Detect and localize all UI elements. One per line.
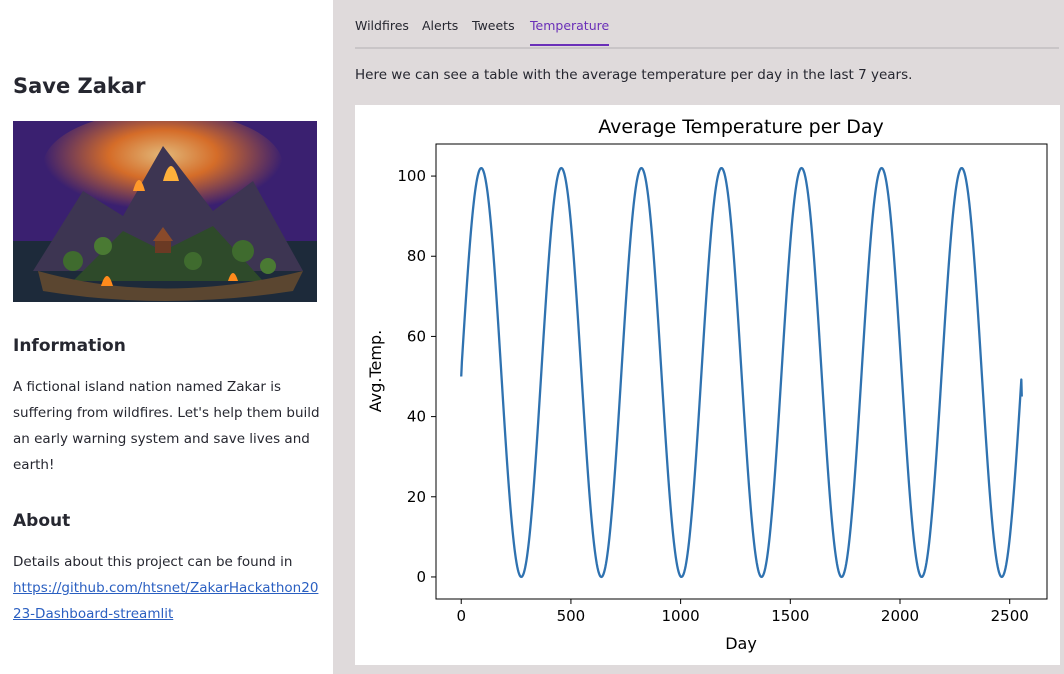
y-tick-label: 0 <box>416 568 426 586</box>
github-link[interactable]: https://github.com/htsnet/ZakarHackathon… <box>13 580 319 622</box>
tab-tweets[interactable]: Tweets <box>472 18 515 33</box>
y-tick-label: 40 <box>407 408 426 426</box>
tab-alerts[interactable]: Alerts <box>422 18 459 33</box>
tab-temperature[interactable]: Temperature <box>530 18 610 46</box>
about-description: Details about this project can be found … <box>13 554 293 570</box>
y-tick-label: 20 <box>407 488 426 506</box>
temperature-chart: Average Temperature per Day 0 500 1000 1500… <box>355 105 1060 665</box>
sidebar: Save Zakar <box>0 0 333 674</box>
information-heading: Information <box>13 336 126 356</box>
temperature-line <box>460 166 1023 579</box>
information-text: A fictional island nation named Zakar is… <box>13 379 320 473</box>
about-text: Details about this project can be found … <box>13 549 323 627</box>
intro-text: Here we can see a table with the average… <box>355 67 913 83</box>
main-content: Wildfires Alerts Tweets Temperature Here… <box>333 0 1064 674</box>
x-tick-label: 2000 <box>881 607 919 625</box>
y-axis-label: Avg.Temp. <box>366 330 385 412</box>
x-tick-label: 2500 <box>991 607 1029 625</box>
x-axis-label: Day <box>725 634 757 653</box>
y-tick-label: 60 <box>407 327 426 345</box>
x-tick-label: 1500 <box>771 607 809 625</box>
x-tick-label: 500 <box>557 607 586 625</box>
about-heading: About <box>13 511 71 531</box>
plot-area-frame <box>435 143 1048 600</box>
chart-svg: Average Temperature per Day 0 500 1000 1500… <box>366 116 1048 653</box>
y-tick-label: 80 <box>407 247 426 265</box>
y-tick-label: 100 <box>397 167 426 185</box>
chart-title: Average Temperature per Day <box>598 116 884 138</box>
x-axis-ticks: 0 500 1000 1500 2000 2500 <box>456 599 1029 625</box>
x-tick-label: 1000 <box>662 607 700 625</box>
y-axis-ticks: 0 20 40 60 80 100 <box>397 167 436 586</box>
app-title: Save Zakar <box>13 74 146 98</box>
tab-bar: Wildfires Alerts Tweets Temperature <box>355 0 1059 49</box>
tab-wildfires[interactable]: Wildfires <box>355 18 409 33</box>
island-wildfire-image <box>13 121 317 302</box>
x-tick-label: 0 <box>456 607 466 625</box>
